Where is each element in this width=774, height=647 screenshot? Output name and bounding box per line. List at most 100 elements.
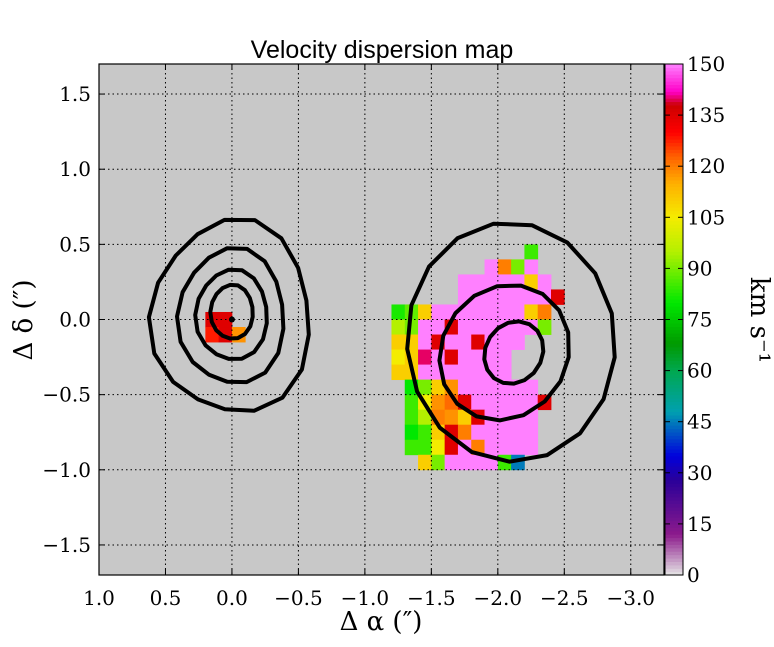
colorbar-tick-label: 60 (687, 359, 712, 383)
velocity-pixel (418, 454, 432, 471)
colorbar-segment (665, 230, 683, 235)
colorbar-segment (665, 333, 683, 338)
velocity-pixel (457, 274, 472, 290)
velocity-pixel (457, 349, 472, 365)
plot-background (99, 64, 664, 575)
colorbar-segment (665, 428, 683, 433)
colorbar-segment (665, 326, 683, 331)
colorbar-segment (665, 70, 683, 75)
velocity-pixel (391, 319, 406, 335)
colorbar-segment (665, 234, 683, 239)
colorbar-segment (665, 292, 683, 297)
velocity-pixel (484, 259, 499, 275)
colorbar-segment (665, 258, 683, 263)
velocity-pixel (524, 379, 539, 396)
colorbar-segment (665, 268, 683, 273)
colorbar-segment (665, 166, 683, 171)
colorbar-segment (665, 346, 683, 351)
colorbar-segment (665, 275, 683, 280)
colorbar-segment (665, 77, 683, 82)
velocity-pixel (418, 349, 432, 365)
colorbar-segment (665, 421, 683, 426)
colorbar-segment (665, 309, 683, 314)
velocity-pixel (537, 304, 552, 320)
velocity-pixel (418, 319, 432, 335)
colorbar-segment (665, 503, 683, 508)
x-tick-label: −1.0 (341, 586, 390, 610)
colorbar-segment (665, 145, 683, 150)
colorbar-segment (665, 244, 683, 249)
nucleus-marker (228, 316, 235, 323)
velocity-pixel (511, 259, 525, 275)
colorbar-segment (665, 520, 683, 525)
velocity-pixel (484, 439, 499, 456)
colorbar-segment (665, 425, 683, 430)
flux-contour (175, 246, 286, 385)
colorbar-segment (665, 138, 683, 143)
colorbar-tick-label: 135 (687, 103, 725, 127)
velocity-pixel (431, 439, 446, 456)
colorbar-segment (665, 435, 683, 440)
colorbar-segment (665, 121, 683, 126)
colorbar-segment (665, 251, 683, 256)
velocity-pixel (524, 439, 539, 456)
flux-contour (405, 221, 617, 464)
colorbar-tick-label: 15 (687, 512, 712, 536)
colorbar-segment (665, 81, 683, 86)
x-tick-label: −3.0 (606, 586, 655, 610)
velocity-pixel (404, 394, 419, 411)
colorbar-segment (665, 159, 683, 164)
velocity-pixel (391, 364, 406, 381)
colorbar-segment (665, 510, 683, 515)
colorbar-segment (665, 513, 683, 518)
colorbar-segment (665, 173, 683, 178)
colorbar-segment (665, 414, 683, 419)
velocity-pixel (497, 424, 512, 441)
colorbar-segment (665, 322, 683, 327)
colorbar-segment (665, 353, 683, 358)
velocity-pixel (484, 304, 499, 320)
colorbar-segment (665, 571, 683, 576)
colorbar-segment (665, 534, 683, 539)
colorbar-segment (665, 343, 683, 348)
velocity-pixel (391, 304, 406, 320)
colorbar-segment (665, 91, 683, 96)
colorbar-segment (665, 517, 683, 522)
velocity-pixel (444, 454, 459, 471)
colorbar-segment (665, 404, 683, 409)
colorbar-segment (665, 476, 683, 481)
colorbar-segment (665, 564, 683, 569)
velocity-pixel (471, 454, 485, 471)
colorbar-segment (665, 207, 683, 212)
velocity-pixel (484, 424, 499, 441)
x-tick-label: 0.5 (150, 586, 182, 610)
colorbar-segment (665, 200, 683, 205)
colorbar-segment (665, 285, 683, 290)
colorbar-segment (665, 356, 683, 361)
colorbar-segment (665, 264, 683, 269)
chart-title: Velocity dispersion map (251, 36, 514, 64)
colorbar-segment (665, 530, 683, 535)
velocity-pixel (457, 424, 472, 441)
colorbar-segment (665, 527, 683, 532)
colorbar-segment (665, 394, 683, 399)
flux-contour (482, 319, 546, 386)
colorbar-segment (665, 115, 683, 120)
colorbar-segment (665, 329, 683, 334)
colorbar-tick-label: 0 (687, 563, 700, 587)
velocity-pixel (524, 244, 539, 260)
velocity-pixel (471, 364, 485, 381)
colorbar-segment (665, 108, 683, 113)
x-tick-label: 0.0 (216, 586, 248, 610)
velocity-pixel (497, 259, 512, 275)
velocity-pixel (418, 364, 432, 381)
colorbar-tick-label: 45 (687, 410, 712, 434)
colorbar-segment (665, 431, 683, 436)
velocity-pixel (457, 379, 472, 396)
colorbar-segment (665, 193, 683, 198)
colorbar-segment (665, 224, 683, 229)
velocity-pixel (471, 394, 485, 411)
colorbar-segment (665, 316, 683, 321)
colorbar-segment (665, 459, 683, 464)
